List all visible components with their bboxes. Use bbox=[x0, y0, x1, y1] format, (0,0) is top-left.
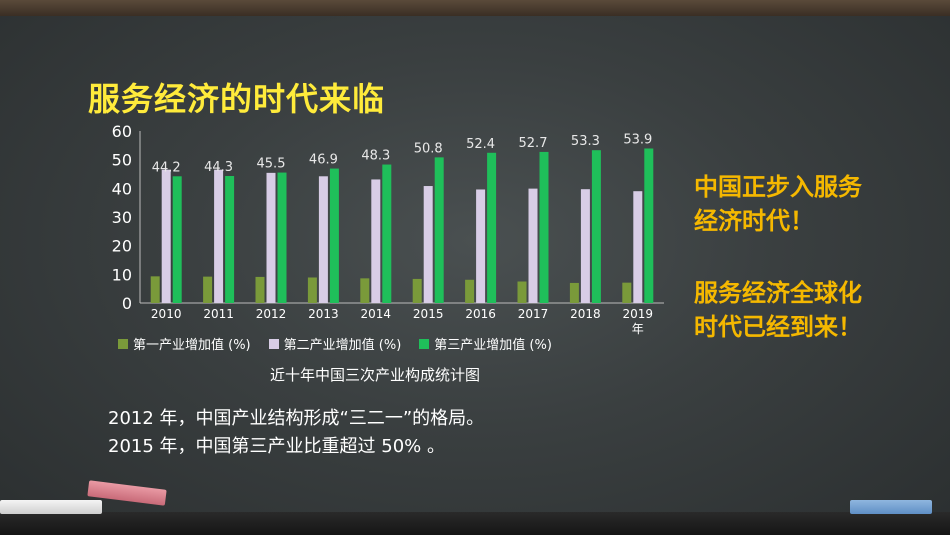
legend-swatch-primary bbox=[118, 338, 128, 349]
note-line-2012: 2012 年，中国产业结构形成“三二一”的格局。 bbox=[108, 408, 485, 429]
chalk-blue bbox=[850, 500, 932, 514]
note-line-2015: 2015 年，中国第三产业比重超过 50% 。 bbox=[108, 436, 445, 457]
y-tick-label: 50 bbox=[112, 151, 132, 170]
x-tick-label: 2017 bbox=[518, 307, 549, 321]
bar-tertiary bbox=[539, 151, 549, 303]
x-tick-label: 2013 bbox=[308, 307, 339, 321]
bar-secondary bbox=[633, 191, 643, 303]
side-note-line: 中国正步入服务 bbox=[694, 173, 862, 201]
data-label: 52.4 bbox=[466, 137, 495, 152]
bar-secondary bbox=[476, 189, 486, 303]
bar-primary bbox=[307, 277, 317, 303]
bar-secondary bbox=[423, 186, 433, 303]
x-tick-label: 2015 bbox=[413, 307, 444, 321]
bar-tertiary bbox=[644, 148, 654, 303]
bar-tertiary bbox=[487, 152, 497, 303]
x-tick-label: 2012 bbox=[256, 307, 287, 321]
bar-primary bbox=[465, 279, 475, 303]
data-label: 50.8 bbox=[414, 141, 443, 156]
y-tick-label: 60 bbox=[112, 122, 132, 141]
chart-legend: 第一产业增加值 (%) 第二产业增加值 (%) 第三产业增加值 (%) bbox=[118, 334, 552, 353]
data-label: 48.3 bbox=[361, 149, 390, 164]
legend-item-secondary: 第二产业增加值 (%) bbox=[268, 334, 402, 353]
legend-swatch-tertiary bbox=[419, 338, 430, 349]
chart-title: 近十年中国三次产业构成统计图 bbox=[270, 366, 481, 384]
legend-label-primary: 第一产业增加值 (%) bbox=[133, 338, 251, 353]
x-tick-label: 2014 bbox=[361, 307, 392, 321]
slide-title: 服务经济的时代来临 bbox=[88, 80, 386, 118]
bar-tertiary bbox=[382, 164, 392, 303]
side-note-line: 经济时代！ bbox=[694, 207, 814, 235]
y-tick-label: 10 bbox=[112, 265, 132, 284]
bar-secondary bbox=[161, 169, 171, 303]
legend-swatch-secondary bbox=[268, 338, 279, 349]
board-frame-bottom bbox=[0, 512, 950, 535]
bar-secondary bbox=[214, 169, 224, 303]
bar-primary bbox=[255, 276, 265, 303]
data-label: 44.2 bbox=[152, 160, 181, 175]
bar-primary bbox=[150, 276, 160, 303]
bar-primary bbox=[203, 276, 213, 303]
legend-label-tertiary: 第三产业增加值 (%) bbox=[434, 338, 552, 353]
bar-tertiary bbox=[329, 168, 339, 303]
bar-secondary bbox=[266, 172, 276, 303]
x-tick-label: 2019 bbox=[623, 307, 654, 321]
bar-tertiary bbox=[591, 150, 601, 303]
x-tick-label: 2011 bbox=[203, 307, 234, 321]
bar-secondary bbox=[580, 189, 590, 303]
data-label: 44.3 bbox=[204, 160, 233, 175]
data-label: 46.9 bbox=[309, 153, 338, 168]
x-tick-label: 2016 bbox=[465, 307, 496, 321]
x-tick-label: 2018 bbox=[570, 307, 601, 321]
data-label: 45.5 bbox=[257, 157, 286, 172]
data-label: 52.7 bbox=[519, 136, 548, 151]
y-tick-label: 20 bbox=[112, 237, 132, 256]
y-tick-label: 40 bbox=[112, 179, 132, 198]
bar-tertiary bbox=[225, 176, 235, 303]
bar-secondary bbox=[318, 176, 328, 303]
side-note-globalization: 服务经济全球化 时代已经到来！ bbox=[694, 276, 862, 344]
legend-item-tertiary: 第三产业增加值 (%) bbox=[419, 334, 552, 353]
legend-label-secondary: 第二产业增加值 (%) bbox=[283, 338, 402, 353]
board-frame-top bbox=[0, 0, 950, 16]
bar-secondary bbox=[528, 188, 538, 303]
data-label: 53.9 bbox=[623, 132, 652, 147]
bar-primary bbox=[360, 278, 370, 303]
y-tick-label: 30 bbox=[112, 208, 132, 227]
bar-tertiary bbox=[434, 157, 444, 303]
side-note-line: 时代已经到来！ bbox=[694, 313, 862, 341]
side-note-service-economy: 中国正步入服务 经济时代！ bbox=[694, 170, 862, 238]
side-note-line: 服务经济全球化 bbox=[694, 279, 862, 307]
x-tick-label-suffix: 年 bbox=[632, 322, 644, 336]
bar-primary bbox=[517, 281, 527, 303]
bar-primary bbox=[569, 282, 579, 303]
bar-primary bbox=[412, 278, 422, 303]
data-label: 53.3 bbox=[571, 134, 600, 149]
legend-item-primary: 第一产业增加值 (%) bbox=[118, 334, 251, 353]
bar-tertiary bbox=[172, 176, 182, 303]
bar-primary bbox=[622, 282, 632, 303]
x-tick-label: 2010 bbox=[151, 307, 182, 321]
bar-secondary bbox=[371, 179, 381, 303]
chalk-white bbox=[0, 500, 102, 514]
bar-tertiary bbox=[277, 172, 287, 303]
y-tick-label: 0 bbox=[122, 294, 132, 313]
